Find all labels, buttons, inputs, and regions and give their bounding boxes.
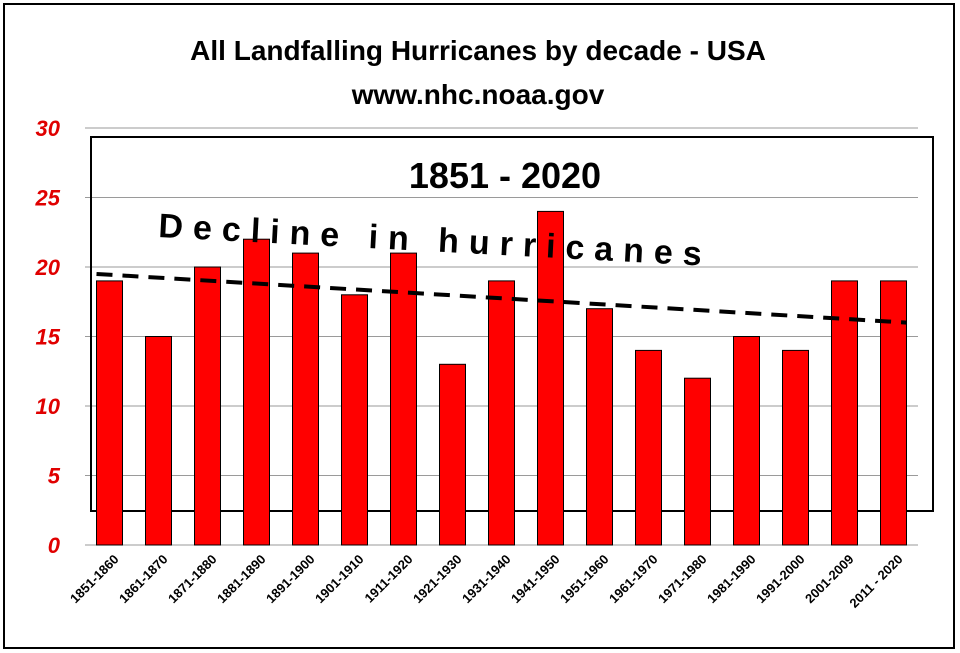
x-axis-ticks: 1851-18601861-18701871-18801881-18901891… <box>67 552 906 611</box>
x-tick-label-4: 1891-1900 <box>263 552 318 607</box>
bar-1871-1880 <box>194 266 221 546</box>
x-tick-label-6: 1911-1920 <box>362 552 416 606</box>
x-tick-label-0: 1851-1860 <box>67 552 122 607</box>
bar-1911-1920 <box>390 252 417 546</box>
y-tick-label-3: 15 <box>36 325 61 350</box>
gridlines <box>85 127 918 546</box>
x-tick-label-3: 1881-1890 <box>214 552 269 607</box>
chart-subtitle: www.nhc.noaa.gov <box>351 79 605 110</box>
x-tick-label-11: 1961-1970 <box>606 552 661 607</box>
bar-1941-1950 <box>537 210 564 546</box>
x-tick-label-5: 1901-1910 <box>312 552 367 607</box>
bar-1931-1940 <box>488 280 515 546</box>
bar-1991-2000 <box>782 349 809 546</box>
x-tick-label-8: 1931-1940 <box>459 552 514 607</box>
bar-1921-1930 <box>439 363 466 546</box>
y-tick-label-0: 0 <box>48 533 61 558</box>
x-tick-label-10: 1951-1960 <box>557 552 612 607</box>
y-tick-label-1: 5 <box>48 464 61 489</box>
bar-1981-1990 <box>733 336 760 546</box>
bar-1891-1900 <box>292 252 319 546</box>
x-tick-label-7: 1921-1930 <box>410 552 465 607</box>
bar-1901-1910 <box>341 294 368 546</box>
bar-1961-1970 <box>635 349 662 546</box>
x-tick-label-12: 1971-1980 <box>655 552 710 607</box>
y-tick-label-4: 20 <box>35 255 61 280</box>
x-tick-label-16: 2011 - 2020 <box>846 552 905 611</box>
bar-1881-1890 <box>243 238 270 546</box>
trend-line <box>96 271 907 325</box>
bar-1951-1960 <box>586 308 613 546</box>
x-tick-label-14: 1991-2000 <box>753 552 808 607</box>
period-label: 1851 - 2020 <box>409 155 601 196</box>
bar-1971-1980 <box>684 377 711 546</box>
y-tick-label-6: 30 <box>36 116 61 141</box>
bar-2011 - 2020 <box>880 280 907 546</box>
bar-2001-2009 <box>831 280 858 546</box>
y-tick-label-2: 10 <box>36 394 61 419</box>
bar-1861-1870 <box>145 336 172 546</box>
chart-title: All Landfalling Hurricanes by decade - U… <box>190 35 766 66</box>
bars <box>96 210 907 546</box>
decline-annotation: Decline in hurricanes <box>158 207 713 274</box>
y-tick-label-5: 25 <box>35 186 61 211</box>
x-tick-label-13: 1981-1990 <box>704 552 759 607</box>
x-tick-label-2: 1871-1880 <box>165 552 220 607</box>
y-axis-ticks: 0 5 10 15 20 25 30 <box>35 116 61 558</box>
x-tick-label-9: 1941-1950 <box>508 552 563 607</box>
bar-1851-1860 <box>96 280 123 546</box>
x-tick-label-1: 1861-1870 <box>116 552 171 607</box>
